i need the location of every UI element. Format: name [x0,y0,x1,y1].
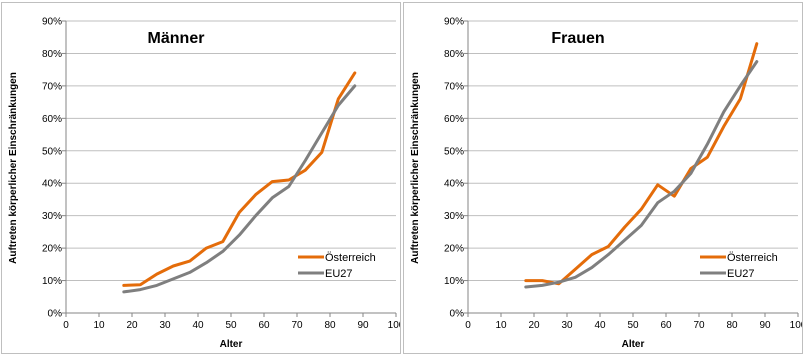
y-tick-label: 70% [42,81,62,92]
chart-panel-maenner: 0% 10% 20% 30% 40% 50% 60% 70% 80% 90% 0 10 20 30 40 50… [1,2,401,354]
x-tick-label: 60 [660,320,672,331]
y-tick-label: 30% [42,211,62,222]
y-tick-label: 30% [444,211,464,222]
series-line-oesterreich [122,71,357,287]
x-tick-label: 30 [159,320,171,331]
x-tick-label: 80 [324,320,336,331]
y-tick-label: 60% [42,114,62,125]
legend-label: Österreich [727,252,778,264]
chart-frauen: 0% 10% 20% 30% 40% 50% 60% 70% 80% 90% 0 10 20 30 40 50… [410,17,802,351]
chart-maenner: 0% 10% 20% 30% 40% 50% 60% 70% 80% 90% 0 10 20 30 40 50… [8,17,400,351]
y-tick-label: 50% [42,146,62,157]
x-tick-label: 10 [93,320,105,331]
y-tick-label: 70% [444,81,464,92]
legend-label: Österreich [325,252,376,264]
x-axis-label: Alter [220,339,243,350]
x-tick-label: 20 [126,320,138,331]
x-tick-label: 70 [291,320,303,331]
series-line-eu27 [524,60,759,289]
x-tick-label: 90 [759,320,771,331]
x-axis-label: Alter [622,339,645,350]
chart-title: Männer [148,30,205,47]
y-tick-label: 40% [42,179,62,190]
series-line-oesterreich [524,42,759,286]
x-tick-label: 100 [790,320,802,331]
y-tick-label: 60% [444,114,464,125]
chart-panel-frauen: 0% 10% 20% 30% 40% 50% 60% 70% 80% 90% 0 10 20 30 40 50… [403,2,803,354]
y-tick-label: 80% [444,49,464,60]
y-tick-label: 20% [444,244,464,255]
x-tick-label: 90 [357,320,369,331]
y-axis-label: Auftreten körperlicher Einschränkungen [410,72,421,264]
y-tick-label: 20% [42,244,62,255]
x-tick-label: 10 [495,320,507,331]
x-tick-label: 30 [561,320,573,331]
y-axis-label: Auftreten körperlicher Einschränkungen [8,72,19,264]
y-tick-label: 0% [450,309,465,320]
x-tick-label: 50 [225,320,237,331]
y-tick-label: 90% [42,17,62,28]
x-tick-label: 50 [627,320,639,331]
x-tick-label: 70 [693,320,705,331]
x-tick-label: 40 [594,320,606,331]
x-tick-label: 20 [528,320,540,331]
x-tick-label: 40 [192,320,204,331]
chart-title: Frauen [551,30,604,47]
legend-label: EU27 [727,268,755,280]
x-tick-label: 80 [726,320,738,331]
y-tick-label: 10% [444,276,464,287]
y-tick-label: 0% [48,309,63,320]
y-tick-label: 50% [444,146,464,157]
y-tick-label: 90% [444,17,464,28]
x-tick-label: 0 [63,320,69,331]
y-tick-label: 40% [444,179,464,190]
series-line-eu27 [122,84,357,294]
y-tick-label: 10% [42,276,62,287]
x-tick-label: 100 [388,320,400,331]
legend-label: EU27 [325,268,353,280]
x-tick-label: 0 [465,320,471,331]
y-tick-label: 80% [42,49,62,60]
x-tick-label: 60 [258,320,270,331]
